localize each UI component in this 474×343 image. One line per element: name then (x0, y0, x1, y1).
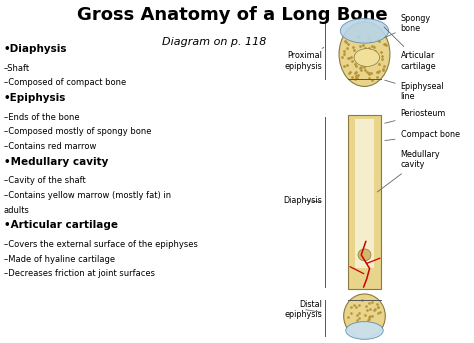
Text: Medullary
cavity: Medullary cavity (377, 150, 440, 192)
Polygon shape (348, 115, 381, 289)
Text: Diagram on p. 118: Diagram on p. 118 (162, 37, 266, 47)
Text: •Diaphysis: •Diaphysis (4, 44, 67, 54)
Ellipse shape (344, 294, 385, 338)
Text: Diaphysis: Diaphysis (283, 196, 322, 205)
Text: adults: adults (4, 205, 29, 214)
Text: –Composed mostly of spongy bone: –Composed mostly of spongy bone (4, 127, 151, 136)
Ellipse shape (340, 19, 389, 43)
Ellipse shape (358, 249, 371, 261)
Text: –Composed of compact bone: –Composed of compact bone (4, 78, 126, 87)
Text: –Cavity of the shaft: –Cavity of the shaft (4, 176, 85, 185)
Text: Proximal
epiphysis: Proximal epiphysis (284, 47, 324, 71)
Text: –Decreases friction at joint surfaces: –Decreases friction at joint surfaces (4, 269, 155, 278)
Text: •Articular cartilage: •Articular cartilage (4, 220, 118, 230)
Text: –Made of hyaline cartilage: –Made of hyaline cartilage (4, 255, 115, 263)
Text: –Shaft: –Shaft (4, 64, 30, 73)
Text: Gross Anatomy of a Long Bone: Gross Anatomy of a Long Bone (77, 7, 388, 24)
Ellipse shape (346, 322, 383, 339)
Ellipse shape (354, 49, 380, 67)
Text: Periosteum: Periosteum (385, 109, 446, 123)
Text: –Ends of the bone: –Ends of the bone (4, 113, 79, 122)
Text: –Covers the external surface of the epiphyses: –Covers the external surface of the epip… (4, 240, 198, 249)
Text: Articular
cartilage: Articular cartilage (384, 27, 436, 71)
Text: Spongy
bone: Spongy bone (384, 14, 431, 38)
Text: –Contains red marrow: –Contains red marrow (4, 142, 96, 151)
Ellipse shape (339, 22, 390, 86)
Text: Distal
epiphysis: Distal epiphysis (284, 299, 322, 319)
Text: –Contains yellow marrow (mostly fat) in: –Contains yellow marrow (mostly fat) in (4, 191, 171, 200)
Polygon shape (355, 119, 374, 269)
Text: •Epiphysis: •Epiphysis (4, 93, 66, 103)
Text: •Medullary cavity: •Medullary cavity (4, 156, 108, 167)
Text: Compact bone: Compact bone (385, 130, 460, 141)
Text: Epiphyseal
line: Epiphyseal line (385, 80, 444, 101)
